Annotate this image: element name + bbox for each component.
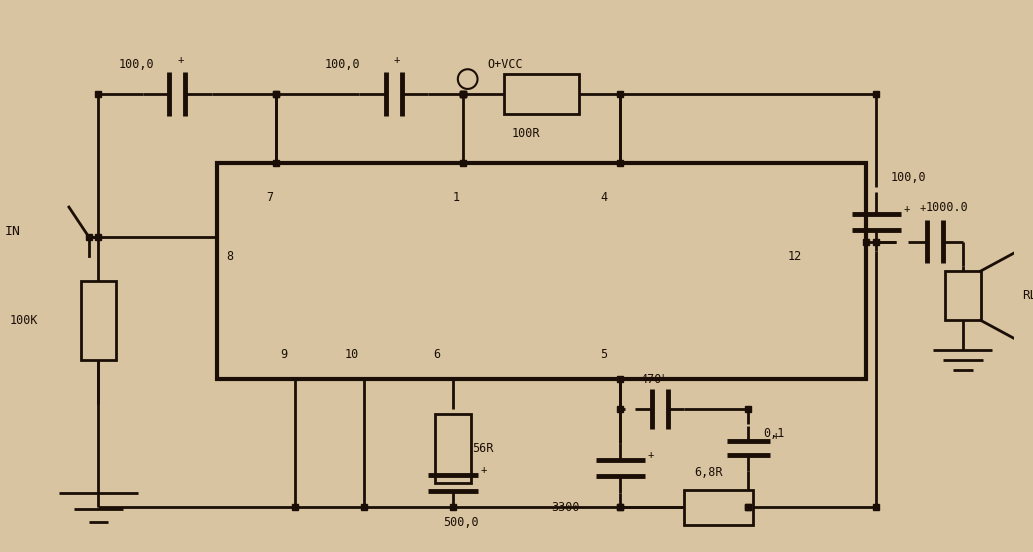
Text: 6,8R: 6,8R — [694, 466, 723, 480]
Text: +: + — [648, 450, 654, 460]
Bar — [81, 281, 116, 360]
Text: 1: 1 — [452, 191, 460, 204]
Text: +: + — [919, 203, 926, 213]
Text: 9: 9 — [281, 348, 288, 361]
Text: +: + — [773, 432, 779, 442]
Text: 6: 6 — [433, 348, 440, 361]
Bar — [217, 163, 867, 379]
Text: 56R: 56R — [472, 442, 494, 455]
Bar — [684, 490, 753, 525]
Text: 10: 10 — [345, 348, 358, 361]
Text: RL: RL — [1022, 289, 1033, 302]
Text: 1000.0: 1000.0 — [926, 200, 968, 214]
Text: +: + — [904, 204, 910, 214]
Text: 0,1: 0,1 — [763, 427, 784, 440]
Text: 470: 470 — [640, 373, 661, 386]
Text: 7: 7 — [265, 191, 273, 204]
Text: O+VCC: O+VCC — [488, 58, 523, 71]
Text: 3300: 3300 — [552, 501, 580, 514]
Text: 4: 4 — [600, 191, 607, 204]
Text: 5: 5 — [600, 348, 607, 361]
Text: 100R: 100R — [512, 127, 540, 140]
Text: 100K: 100K — [10, 314, 38, 327]
Text: +: + — [659, 373, 665, 383]
Text: 100,0: 100,0 — [118, 58, 154, 71]
Text: +: + — [177, 55, 183, 65]
Text: IN: IN — [5, 225, 21, 238]
Text: +: + — [394, 55, 400, 65]
Bar — [504, 74, 578, 114]
Text: +: + — [480, 465, 487, 475]
Bar — [435, 414, 471, 483]
Bar — [945, 271, 980, 320]
Text: 100,0: 100,0 — [325, 58, 361, 71]
Text: 12: 12 — [787, 250, 802, 263]
Text: 500,0: 500,0 — [443, 516, 478, 529]
Text: 100,0: 100,0 — [891, 171, 927, 184]
Text: 8: 8 — [226, 250, 233, 263]
